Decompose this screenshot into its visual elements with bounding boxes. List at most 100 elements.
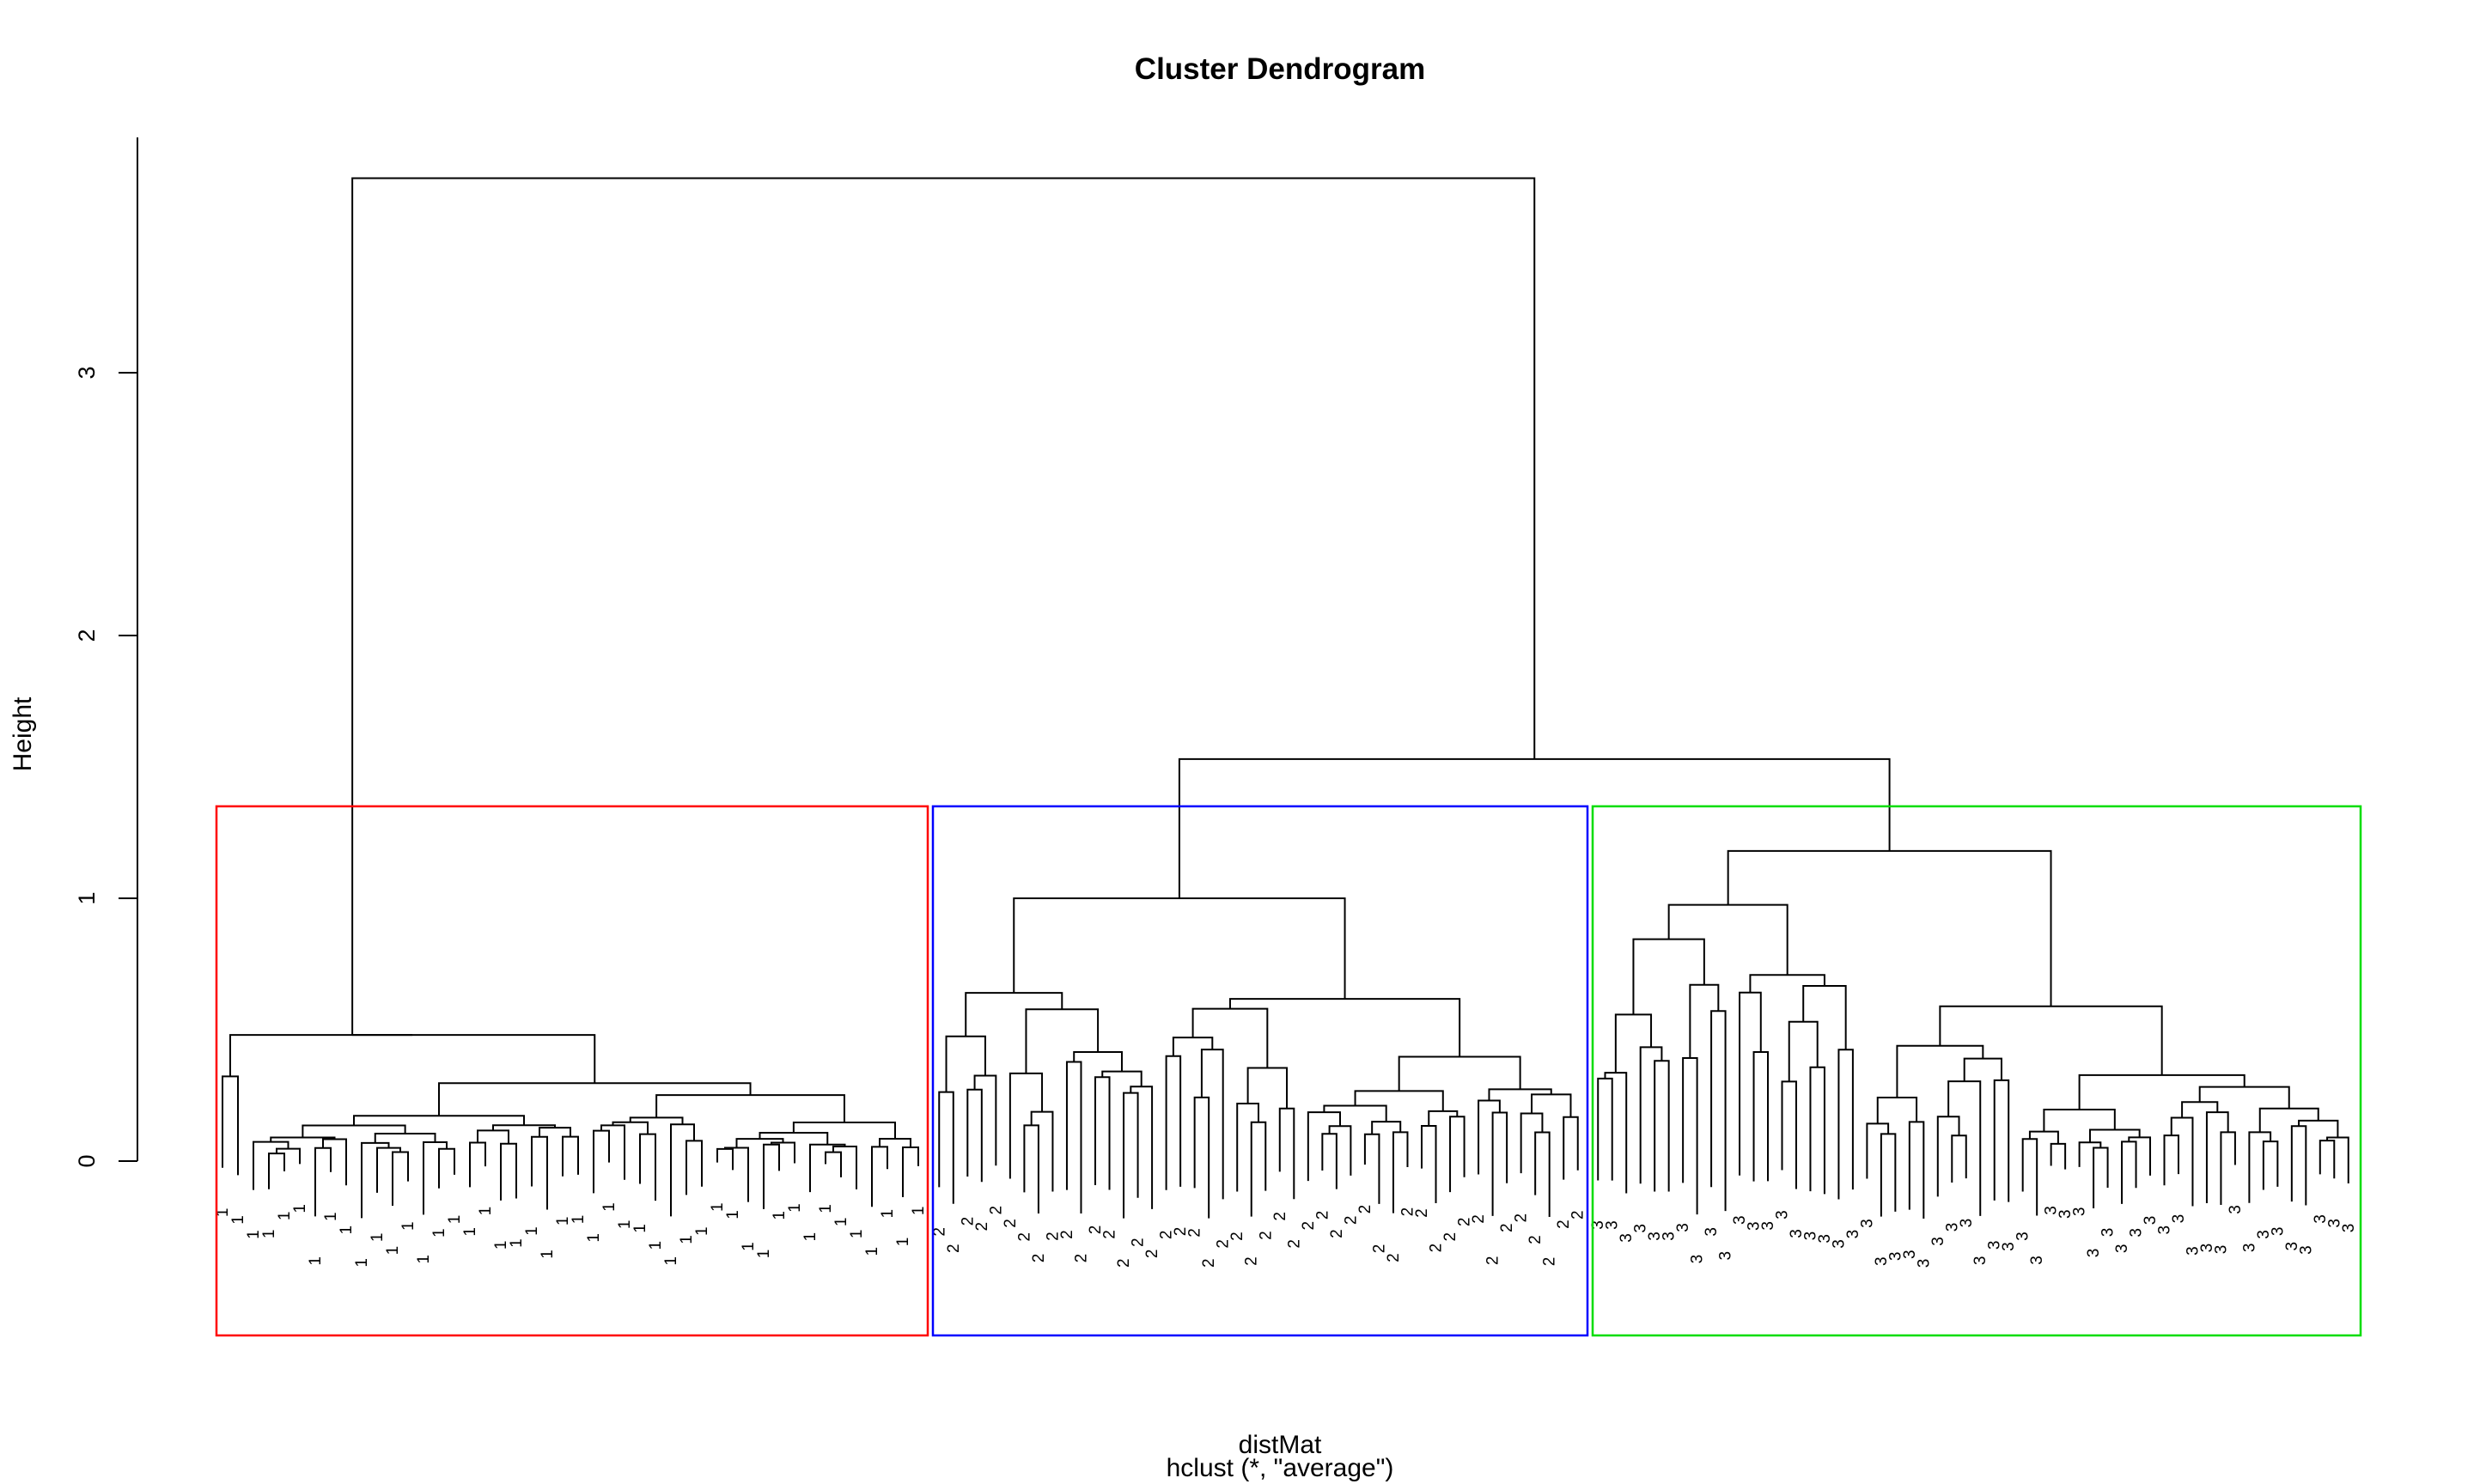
leaf-label: 2 [959,1217,977,1226]
x-axis-sublabel: hclust (*, "average") [1167,1454,1394,1482]
branch [600,1124,625,1180]
leaf-label: 3 [2283,1242,2301,1251]
branch [1951,1134,1967,1183]
branch [2298,1119,2339,1138]
branch [973,1074,997,1166]
y-tick-label: 3 [74,366,100,379]
leaf-label: 3 [1801,1232,1819,1241]
branch [1123,1092,1139,1219]
leaf-label: 3 [1971,1256,1990,1266]
leaf-label: 1 [662,1256,680,1266]
leaf-label: 1 [245,1230,263,1239]
leaf-label: 1 [477,1207,495,1216]
branch [2205,1111,2229,1204]
branch [1193,1096,1210,1219]
leaf-label: 2 [1058,1230,1076,1239]
leaf-label: 3 [1618,1233,1636,1243]
leaf-label: 3 [1886,1252,1904,1262]
leaf-label: 2 [1228,1232,1246,1241]
branch [314,1146,332,1217]
branch [2021,1138,2038,1216]
branch [1689,983,1720,1058]
branch [351,177,1536,1036]
leaf-label: 2 [1015,1232,1033,1242]
leaf-label: 3 [2113,1244,2131,1254]
leaf-label: 1 [832,1218,850,1227]
leaf-label: 2 [1526,1235,1545,1244]
branch [1563,1116,1579,1180]
branch [1307,1111,1341,1182]
leaf-label: 1 [771,1211,789,1220]
leaf-label: 1 [709,1202,727,1212]
leaf-label: 1 [291,1204,309,1213]
leaf-label: 1 [369,1233,387,1243]
leaf-label: 1 [879,1209,897,1219]
leaf-label: 3 [1717,1251,1735,1261]
leaf-label: 1 [307,1256,325,1266]
leaf-label: 3 [1703,1227,1721,1237]
leaf-label: 2 [1130,1238,1148,1247]
leaf-label: 3 [2014,1232,2032,1241]
branch [1398,1055,1521,1092]
branch [1363,1133,1380,1204]
branch [1421,1124,1437,1204]
branch [1654,1060,1670,1192]
leaf-label: 3 [2142,1216,2160,1226]
branch [2262,1140,2279,1190]
leaf-label: 3 [2325,1219,2343,1228]
branch [1250,1121,1267,1217]
leaf-label: 3 [2128,1228,2146,1238]
branch [2248,1131,2272,1203]
branch [1963,1057,2002,1082]
leaf-label: 2 [1398,1207,1417,1217]
leaf-label: 3 [1731,1215,1749,1225]
cluster-rect [931,805,1589,1337]
leaf-label: 3 [2255,1230,2273,1239]
branch [1392,1131,1409,1213]
leaf-label: 1 [848,1230,866,1239]
leaf-label: 3 [2312,1214,2330,1224]
branch [423,1140,448,1215]
branch [1354,1090,1444,1111]
branch [2121,1140,2137,1204]
branch [832,1146,857,1189]
leaf-label: 2 [1569,1210,1587,1219]
leaf-label: 1 [585,1233,603,1243]
leaf-label: 1 [399,1221,417,1231]
branch [1531,1093,1572,1117]
leaf-label: 3 [2000,1242,2018,1251]
y-tick-label: 1 [74,891,100,904]
leaf-label: 2 [1470,1214,1488,1224]
leaf-label: 2 [1087,1226,1105,1235]
branch [2050,1142,2067,1170]
dendrogram-branches [222,177,2349,1219]
leaf-label: 3 [2099,1228,2118,1238]
branch [1710,1010,1727,1212]
leaf-label: 3 [2184,1246,2202,1256]
leaf-label: 3 [2269,1227,2287,1237]
leaf-label: 2 [1143,1250,1161,1259]
branch [686,1140,703,1195]
branch [1639,1046,1663,1184]
branch [1321,1133,1338,1189]
branch [1876,1096,1918,1124]
branch [1752,1050,1770,1182]
leaf-label: 3 [2170,1214,2188,1224]
branch [2198,1086,2290,1109]
leaf-label: 2 [1513,1213,1531,1223]
leaf-label: 1 [724,1210,742,1219]
leaf-label: 3 [1915,1259,1933,1268]
leaf-label: 3 [1873,1256,1891,1266]
leaf-label: 2 [1413,1208,1431,1218]
branch [1178,757,1891,898]
branch [361,1141,390,1219]
branch [716,1147,734,1171]
leaf-label: 3 [2212,1245,2230,1255]
branch [1727,849,2052,1007]
leaf-label: 2 [1313,1211,1331,1220]
branch [1101,1070,1143,1087]
leaf-label: 3 [2240,1244,2258,1253]
branch [1682,1057,1698,1215]
branch [1866,1122,1890,1179]
